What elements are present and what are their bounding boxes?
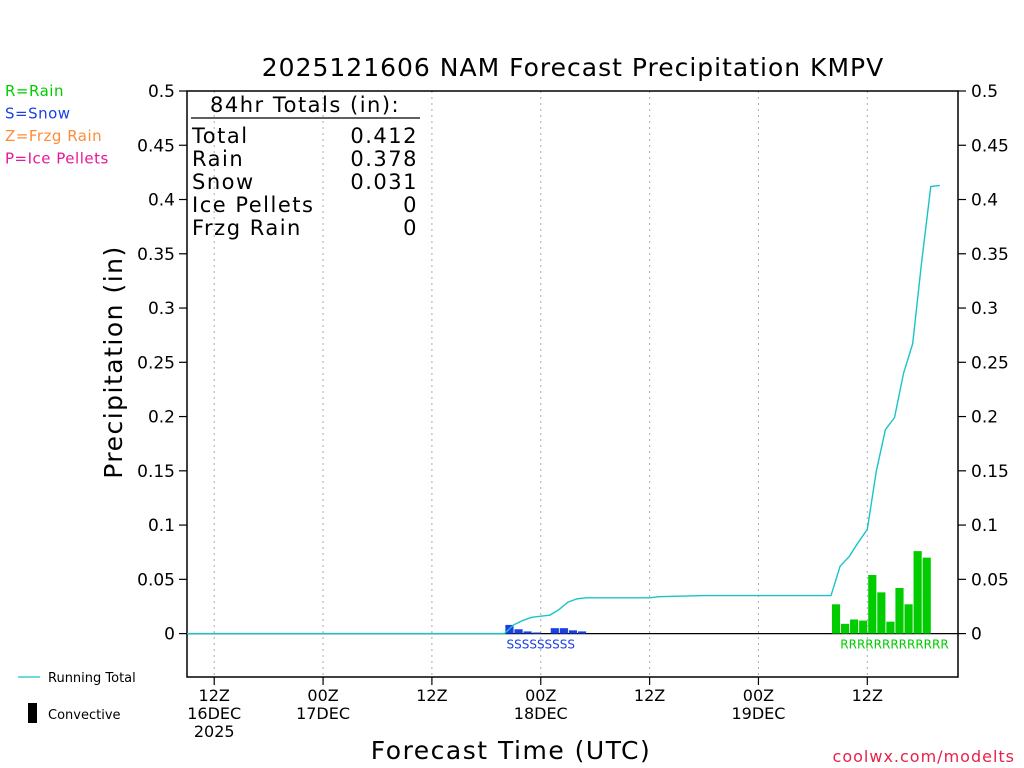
chart-title: 2025121606 NAM Forecast Precipitation KM… <box>262 53 884 82</box>
totals-row-label: Ice Pellets <box>192 193 314 217</box>
x-tick-label: 12Z <box>199 686 230 705</box>
y-tick-label: 0.4 <box>148 191 175 211</box>
x-tick-label: 17DEC <box>296 704 350 723</box>
x-tick-label: 00Z <box>307 686 338 705</box>
y-tick-label: 0.35 <box>137 245 175 265</box>
precip-type-legend: R=Rain S=Snow Z=Frzg Rain P=Ice Pellets <box>5 82 109 168</box>
snow-bar <box>532 632 541 634</box>
snow-type-label: SSSSSSSSS <box>506 638 575 652</box>
x-tick-label: 2025 <box>194 722 235 741</box>
y-tick-label: 0.2 <box>148 408 175 428</box>
y-tick-label-right: 0.25 <box>971 353 1009 373</box>
totals-row-label: Total <box>191 124 249 148</box>
convective-legend-swatch <box>28 703 37 723</box>
totals-row-label: Frzg Rain <box>192 216 302 240</box>
rain-type-label: RRRRRRRRRRRRR <box>840 638 948 652</box>
footer-credit: coolwx.com/modelts <box>833 747 1015 766</box>
x-tick-label: 18DEC <box>514 704 568 723</box>
y-tick-label: 0.45 <box>137 136 175 156</box>
y-tick-label: 0.5 <box>148 82 175 102</box>
running-total-path <box>187 184 940 635</box>
rain-bar <box>831 604 841 634</box>
rain-bar <box>904 604 913 634</box>
rain-bar <box>895 588 904 634</box>
y-axis-right: 0 0.05 0.1 0.15 0.2 0.25 0.3 0.35 0.4 0.45 0.5 <box>958 82 1009 645</box>
x-tick-label: 12Z <box>634 686 665 705</box>
running-total-line <box>187 184 940 635</box>
rain-bar <box>886 621 895 634</box>
rain-legend-item: R=Rain <box>5 82 64 100</box>
totals-box: 84hr Totals (in): Total 0.412 Rain 0.378 Snow… <box>191 93 420 240</box>
rain-bar <box>840 623 850 634</box>
x-tick-label: 16DEC <box>187 704 241 723</box>
y-tick-label-right: 0.35 <box>971 245 1009 265</box>
plot-frame <box>186 90 959 678</box>
x-tick-label: 00Z <box>525 686 556 705</box>
y-tick-label-right: 0.15 <box>971 462 1009 482</box>
snow-legend-item: S=Snow <box>5 105 71 123</box>
plot-border <box>186 90 959 678</box>
frzg-legend-item: Z=Frzg Rain <box>5 127 102 145</box>
series-legend: Running Total Convective <box>18 671 136 723</box>
y-tick-label: 0.25 <box>137 353 175 373</box>
y-tick-label-right: 0.1 <box>971 516 998 536</box>
y-tick-label-right: 0.05 <box>971 570 1009 590</box>
x-tick-label: 19DEC <box>731 704 785 723</box>
totals-row-value: 0 <box>403 193 418 217</box>
snow-bar <box>568 630 578 634</box>
x-tick-label: 00Z <box>743 686 774 705</box>
running-total-legend-label: Running Total <box>48 671 136 686</box>
rain-bar <box>877 592 886 634</box>
snow-bar <box>514 629 523 634</box>
totals-row-value: 0 <box>403 216 418 240</box>
totals-heading: 84hr Totals (in): <box>210 93 400 117</box>
y-tick-label: 0.15 <box>137 462 175 482</box>
ice-legend-item: P=Ice Pellets <box>5 150 109 168</box>
snow-bar <box>577 631 587 634</box>
x-axis-label: Forecast Time (UTC) <box>371 736 651 765</box>
precip-bars <box>505 551 931 634</box>
totals-row-label: Rain <box>192 147 244 171</box>
y-tick-label-right: 0.4 <box>971 191 998 211</box>
totals-row-label: Snow <box>192 170 255 194</box>
y-tick-label-right: 0.45 <box>971 136 1009 156</box>
precip-type-labels: SSSSSSSSS RRRRRRRRRRRRR <box>506 638 948 652</box>
y-tick-label-right: 0 <box>971 625 982 645</box>
y-tick-label: 0.3 <box>148 299 175 319</box>
y-axis-label: Precipitation (in) <box>99 245 128 479</box>
rain-bar <box>922 557 931 634</box>
snow-bar <box>523 631 532 634</box>
totals-row-value: 0.412 <box>350 124 418 148</box>
y-tick-label: 0.05 <box>137 570 175 590</box>
totals-row-value: 0.378 <box>350 147 418 171</box>
y-tick-label: 0.1 <box>148 516 175 536</box>
x-tick-label: 12Z <box>852 686 883 705</box>
y-axis-left: 0 0.05 0.1 0.15 0.2 0.25 0.3 0.35 0.4 0.45 0.5 <box>137 82 187 645</box>
rain-bar <box>859 620 868 634</box>
grid-lines <box>213 91 868 677</box>
snow-bar <box>559 628 568 634</box>
y-tick-label-right: 0.2 <box>971 408 998 428</box>
rain-bar <box>850 619 859 634</box>
rain-bar <box>913 551 922 634</box>
convective-legend-label: Convective <box>48 708 121 723</box>
y-tick-label-right: 0.3 <box>971 299 998 319</box>
y-tick-label: 0 <box>164 625 175 645</box>
rain-bar <box>868 574 877 634</box>
snow-bar <box>550 628 559 634</box>
x-tick-label: 12Z <box>416 686 447 705</box>
totals-row-value: 0.031 <box>350 170 418 194</box>
y-tick-label-right: 0.5 <box>971 82 998 102</box>
